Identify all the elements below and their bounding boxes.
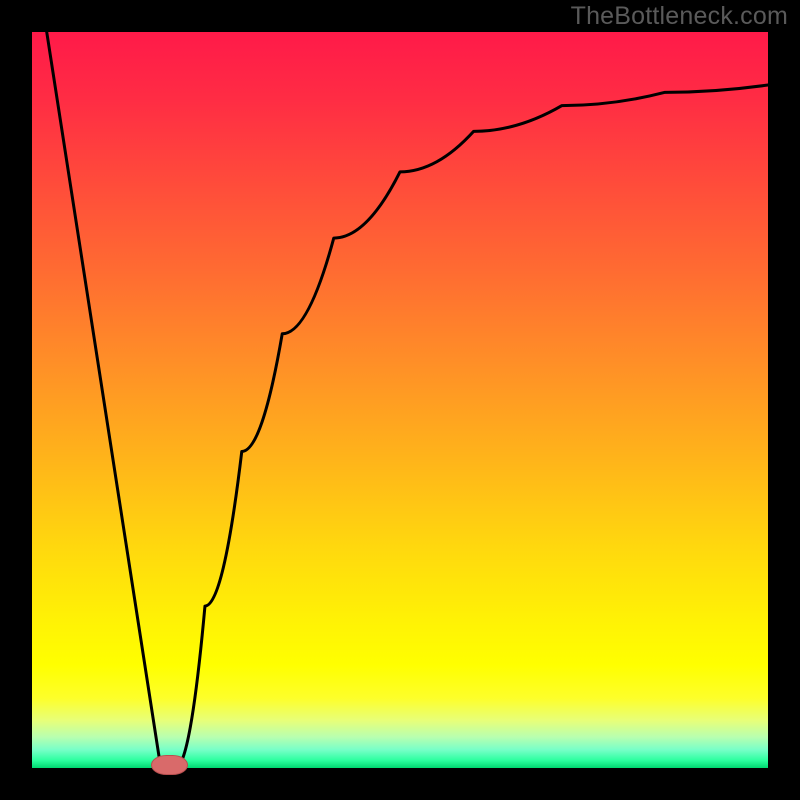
curve-overlay	[32, 32, 768, 768]
watermark-text: TheBottleneck.com	[571, 2, 788, 31]
v-curve-path	[47, 32, 768, 768]
chart-container: TheBottleneck.com	[0, 0, 800, 800]
plot-area	[32, 32, 768, 768]
optimal-point-marker	[151, 755, 188, 775]
